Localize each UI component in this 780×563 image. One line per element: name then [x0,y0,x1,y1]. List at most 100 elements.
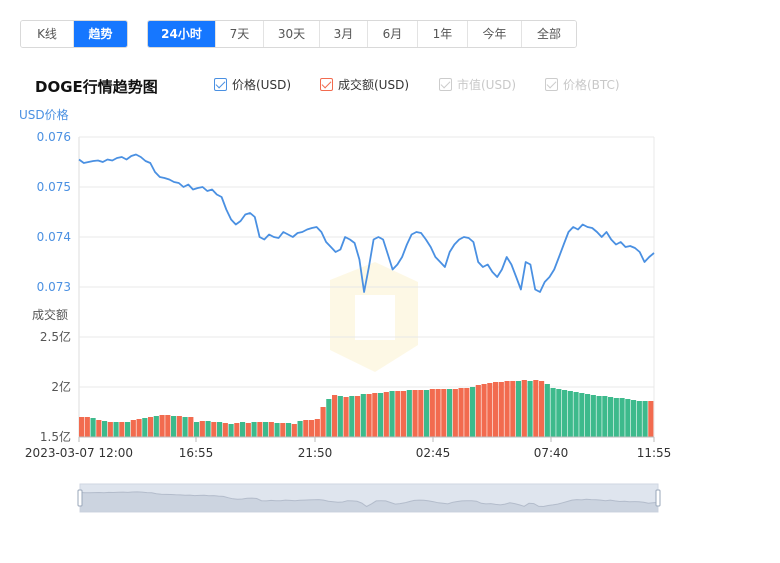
volume-bar [366,394,372,437]
volume-bar [493,382,499,437]
volume-bar [452,389,458,437]
volume-bar [326,399,332,437]
volume-bar [608,397,614,437]
volume-bar [406,390,412,437]
volume-bar [418,390,424,437]
volume-bar [355,396,361,437]
volume-bar [188,417,194,437]
volume-bar [504,381,510,437]
volume-bar [148,417,154,437]
watermark-logo [330,262,418,372]
legend-label: 成交额(USD) [338,78,410,92]
volume-bar [590,395,596,437]
volume-bar [475,385,481,437]
price-axis-title: USD价格 [19,107,69,122]
volume-bar [602,396,608,437]
volume-bar [337,396,343,437]
volume-bar [286,423,292,437]
price-line [78,153,655,293]
volume-bar [84,417,90,437]
x-tick-label: 02:45 [416,446,451,460]
range-tab-2[interactable]: 30天 [264,21,320,47]
volume-bar [562,390,568,437]
volume-bar [395,391,401,437]
legend-item-3[interactable]: 价格(BTC) [545,76,620,93]
range-tab-1[interactable]: 7天 [216,21,264,47]
volume-bar [619,398,625,437]
volume-bar [113,422,119,437]
volume-bar [217,422,223,437]
legend-item-1[interactable]: 成交额(USD) [320,76,409,93]
range-tab-4[interactable]: 6月 [368,21,418,47]
volume-bar [424,390,430,437]
volume-bar [125,422,131,437]
volume-tick-label: 1.5亿 [40,429,71,444]
volume-bar [96,420,102,437]
volume-bar [280,423,286,437]
legend-checkbox-icon[interactable] [439,78,452,91]
volume-bar [205,421,211,437]
legend-checkbox-icon[interactable] [545,78,558,91]
x-tick-label: 07:40 [534,446,569,460]
legend-item-2[interactable]: 市值(USD) [439,76,516,93]
volume-bar [447,389,453,437]
chart-title: DOGE行情趋势图 [35,78,158,96]
range-tab-3[interactable]: 3月 [320,21,368,47]
volume-bar [435,389,441,437]
volume-bar [470,387,476,437]
volume-bar [498,382,504,437]
volume-bar [199,421,205,437]
volume-bar [291,424,297,437]
volume-bar [245,423,251,437]
range-tab-7[interactable]: 全部 [522,21,576,47]
volume-bar [153,416,159,437]
volume-bar [631,400,637,437]
legend-item-0[interactable]: 价格(USD) [214,76,291,93]
x-tick-label: 2023-03-07 12:00 [25,446,133,460]
legend-label: 价格(BTC) [563,78,620,92]
volume-bar [240,422,246,437]
zoom-handle-left[interactable] [77,489,83,507]
legend-label: 价格(USD) [232,78,292,92]
volume-bar [251,422,257,437]
volume-bar [625,399,631,437]
x-tick-label: 11:55 [637,446,672,460]
volume-bar [263,422,269,437]
volume-bar [573,392,579,437]
range-tab-0[interactable]: 24小时 [148,21,216,47]
volume-bar [372,393,378,437]
volume-bar [510,381,516,437]
volume-bar [533,380,539,437]
volume-bar [314,419,320,437]
zoom-handle-right[interactable] [655,489,661,507]
legend-checkbox-icon[interactable] [214,78,227,91]
volume-bar [481,384,487,437]
view-tab-1[interactable]: 趋势 [74,21,127,47]
volume-bar [90,418,96,437]
volume-bar [332,395,338,437]
volume-bar [211,422,217,437]
volume-bar [544,384,550,437]
price-tick-label: 0.073 [37,280,71,294]
volume-bar [119,422,125,437]
volume-bar [567,391,573,437]
view-tabs: K线 趋势 [20,20,128,48]
volume-bar [222,423,228,437]
volume-bar [360,394,366,437]
volume-bar [171,416,177,437]
volume-bar [297,421,303,437]
volume-bar [165,415,171,437]
view-tab-0[interactable]: K线 [21,21,74,47]
volume-bar [176,416,182,437]
range-tab-5[interactable]: 1年 [418,21,468,47]
range-tab-6[interactable]: 今年 [468,21,522,47]
legend-checkbox-icon[interactable] [320,78,333,91]
volume-bar [130,420,136,437]
volume-bar [349,396,355,437]
volume-bar [378,393,384,437]
volume-bar [521,380,527,437]
volume-bar [613,398,619,437]
zoom-slider-preview-line [79,491,659,508]
volume-bar [412,390,418,437]
volume-bar [320,407,326,437]
